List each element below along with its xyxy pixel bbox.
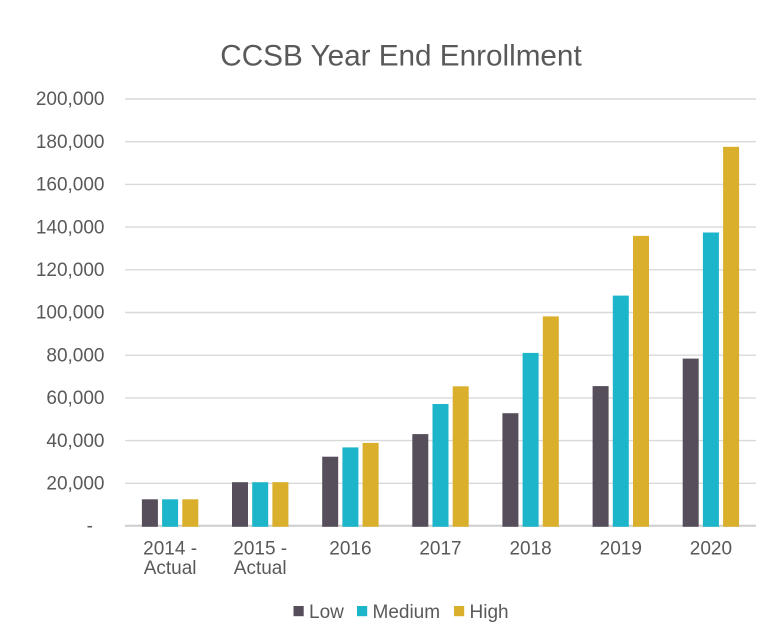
svg-text:180,000: 180,000: [36, 132, 105, 153]
svg-text:Low: Low: [309, 602, 344, 623]
svg-text:2019: 2019: [600, 538, 642, 559]
svg-text:2017: 2017: [419, 538, 461, 559]
svg-text:2016: 2016: [329, 538, 371, 559]
svg-text:-: -: [87, 516, 93, 537]
svg-text:High: High: [470, 602, 509, 623]
svg-text:Actual: Actual: [144, 558, 197, 579]
svg-text:2015 -: 2015 -: [233, 538, 287, 559]
svg-text:160,000: 160,000: [36, 175, 105, 196]
svg-text:100,000: 100,000: [36, 303, 105, 324]
svg-text:200,000: 200,000: [36, 89, 105, 110]
svg-text:2014 -: 2014 -: [143, 538, 197, 559]
svg-text:80,000: 80,000: [46, 345, 104, 366]
svg-text:2018: 2018: [509, 538, 551, 559]
svg-text:140,000: 140,000: [36, 217, 105, 238]
svg-text:120,000: 120,000: [36, 260, 105, 281]
svg-text:CCSB Year End Enrollment: CCSB Year End Enrollment: [220, 40, 582, 73]
svg-text:Medium: Medium: [373, 602, 441, 623]
svg-text:2020: 2020: [690, 538, 732, 559]
svg-text:Actual: Actual: [234, 558, 287, 579]
svg-text:20,000: 20,000: [46, 474, 104, 495]
svg-text:40,000: 40,000: [46, 431, 104, 452]
svg-text:60,000: 60,000: [46, 388, 104, 409]
